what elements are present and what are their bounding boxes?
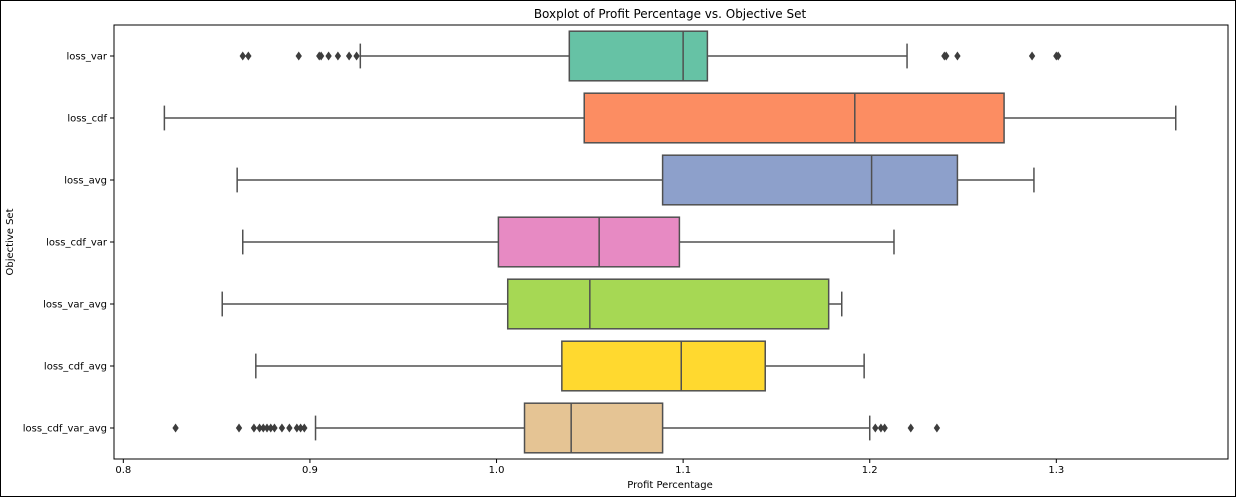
- y-tick-label: loss_avg: [64, 176, 107, 187]
- box-loss_var_avg: [506, 278, 830, 330]
- y-tick-label: loss_var: [67, 52, 108, 63]
- outlier-point: [235, 423, 243, 433]
- outlier-point: [872, 423, 879, 433]
- box-loss_avg: [661, 154, 959, 206]
- outlier-point: [239, 51, 246, 61]
- outlier-point: [334, 51, 342, 61]
- chart-title: Boxplot of Profit Percentage vs. Objecti…: [534, 7, 807, 21]
- outlier-point: [271, 423, 278, 433]
- outlier-point: [1055, 51, 1062, 61]
- outlier-point: [954, 51, 961, 61]
- outlier-point: [295, 51, 302, 61]
- x-tick-label: 0.8: [115, 465, 131, 476]
- x-tick-label: 1.0: [489, 465, 505, 476]
- x-tick-label: 1.1: [675, 465, 691, 476]
- x-tick-label: 1.3: [1048, 465, 1064, 476]
- outlier-point: [301, 423, 308, 433]
- outlier-point: [933, 423, 941, 433]
- x-axis-title: Profit Percentage: [627, 480, 713, 491]
- y-tick-label: loss_cdf_var_avg: [23, 424, 107, 435]
- y-tick-label: loss_cdf_var: [46, 238, 108, 249]
- box-loss_cdf_var: [497, 216, 681, 268]
- outlier-point: [325, 51, 332, 61]
- outlier-point: [881, 423, 888, 433]
- y-tick-label: loss_cdf_avg: [44, 362, 107, 373]
- outlier-point: [286, 423, 293, 433]
- y-tick-label: loss_var_avg: [43, 300, 107, 311]
- x-tick-label: 0.9: [302, 465, 318, 476]
- x-tick-label: 1.2: [862, 465, 878, 476]
- y-axis-title: Objective Set: [5, 208, 16, 275]
- y-tick-label: loss_cdf: [67, 114, 107, 125]
- outlier-point: [278, 423, 286, 433]
- outlier-point: [1028, 51, 1036, 61]
- outlier-point: [245, 51, 252, 61]
- box-loss_var: [568, 30, 709, 82]
- outlier-point: [907, 423, 914, 433]
- outlier-point: [345, 51, 353, 61]
- box-loss_cdf_var_avg: [523, 402, 664, 454]
- outlier-point: [250, 423, 258, 433]
- outlier-point: [353, 51, 360, 61]
- outlier-point: [172, 423, 179, 433]
- box-loss_cdf: [583, 92, 1005, 144]
- outlier-point: [317, 51, 325, 61]
- box-loss_cdf_avg: [561, 340, 766, 392]
- plot-area: 0.8 0.9 1.0 1.1 1.2 1.3 loss_var loss_cdf loss_a…: [23, 24, 1229, 476]
- outlier-point: [943, 51, 950, 61]
